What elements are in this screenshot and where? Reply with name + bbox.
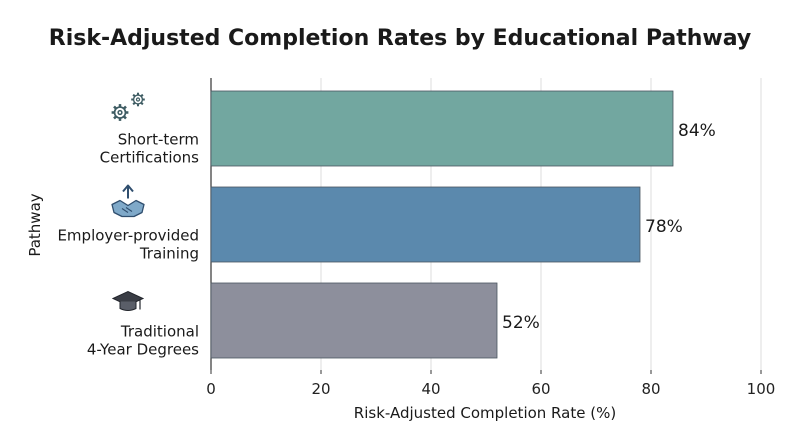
category-label: 4-Year Degrees: [87, 341, 199, 359]
chart-title: Risk-Adjusted Completion Rates by Educat…: [48, 26, 752, 51]
bar: [210, 282, 498, 359]
bar: [210, 90, 674, 167]
category-label: Employer-provided: [57, 227, 199, 245]
x-tick-label: 60: [531, 380, 550, 398]
category-label: Training: [139, 245, 199, 263]
handshake-icon: [111, 184, 145, 218]
x-axis-title: Risk-Adjusted Completion Rate (%): [354, 404, 616, 422]
data-label: 52%: [502, 313, 540, 333]
x-tick-label: 0: [206, 380, 216, 398]
y-axis-title: Pathway: [26, 193, 44, 256]
category-label: Short-term: [118, 131, 199, 149]
category-label: Traditional: [120, 323, 199, 341]
x-tick-label: 40: [421, 380, 440, 398]
x-tick-label: 80: [641, 380, 660, 398]
graduation-cap-icon: [111, 290, 145, 311]
bar: [210, 186, 641, 263]
x-tick-label: 20: [311, 380, 330, 398]
data-label: 78%: [645, 217, 683, 237]
data-label: 84%: [678, 121, 716, 141]
gears-icon: [110, 91, 146, 123]
category-label: Certifications: [100, 149, 200, 167]
x-tick-label: 100: [747, 380, 776, 398]
